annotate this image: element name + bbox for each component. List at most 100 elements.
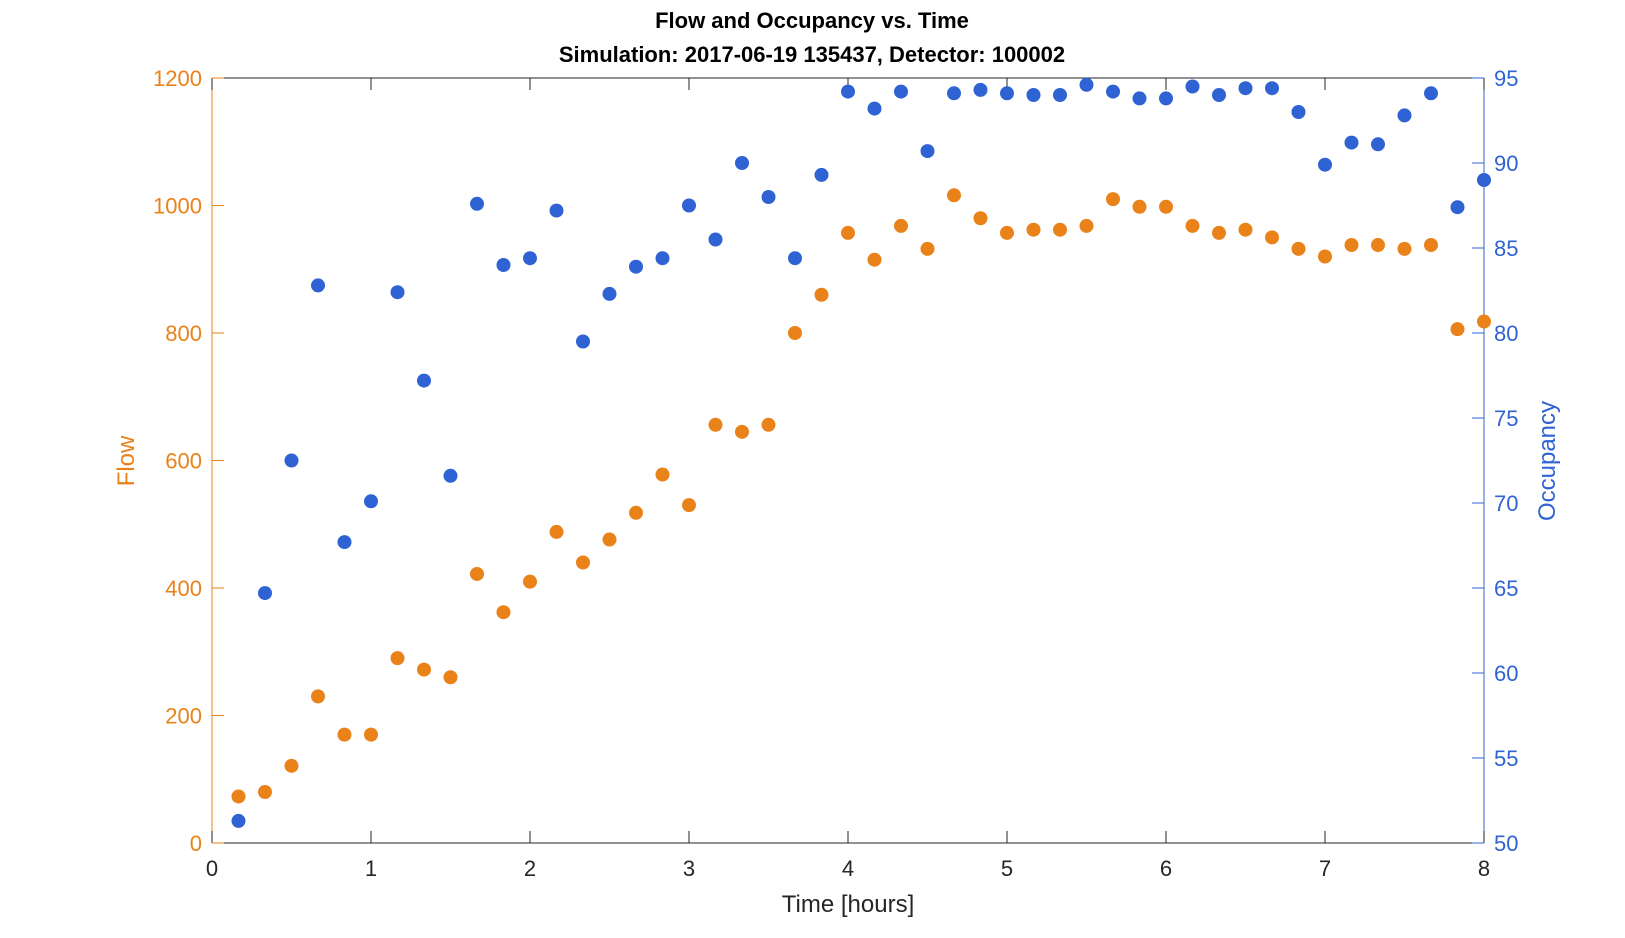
y-left-tick-label: 400 (165, 576, 202, 601)
y-left-tick-label: 200 (165, 704, 202, 729)
flow-point (1291, 241, 1306, 256)
occupancy-point (629, 259, 644, 274)
flow-point (602, 532, 617, 547)
occupancy-point (311, 278, 326, 293)
occupancy-point (1159, 91, 1173, 106)
y-axis-left: 0 200 400 600 800 1000 1200 (153, 66, 224, 856)
occupancy-point (337, 535, 352, 550)
x-tick-label: 6 (1160, 856, 1172, 881)
flow-point (973, 211, 988, 226)
flow-point (629, 505, 644, 520)
flow-point (284, 758, 299, 773)
series-occupancy (231, 77, 1491, 828)
occupancy-point (496, 258, 511, 272)
occupancy-point (1370, 137, 1385, 152)
occupancy-point (1052, 88, 1067, 102)
y-right-tick-label: 85 (1494, 236, 1518, 261)
flow-point (1344, 238, 1359, 253)
flow-point (1079, 218, 1094, 233)
flow-point (947, 188, 962, 203)
y-right-tick-label: 65 (1494, 576, 1518, 601)
flow-point (1052, 222, 1067, 237)
y-left-tick-label: 600 (165, 449, 202, 474)
y-axis-right: 50 55 60 65 70 75 80 85 90 95 (1472, 66, 1518, 856)
flow-point (1424, 238, 1439, 253)
occupancy-point (575, 334, 590, 349)
occupancy-point (947, 86, 962, 101)
flow-point (1370, 238, 1385, 253)
occupancy-point (1106, 84, 1121, 99)
chart-title: Flow and Occupancy vs. Time (655, 8, 969, 33)
occupancy-point (284, 453, 299, 468)
flow-point (814, 287, 829, 302)
occupancy-point (1211, 88, 1226, 102)
occupancy-point (1424, 86, 1439, 101)
occupancy-point (1265, 81, 1280, 96)
y-right-tick-label: 70 (1494, 491, 1518, 516)
y-right-tick-label: 60 (1494, 661, 1518, 686)
flow-point (1397, 241, 1412, 256)
occupancy-point (443, 468, 458, 483)
occupancy-point (1318, 157, 1332, 172)
occupancy-point (257, 586, 272, 601)
x-tick-label: 0 (206, 856, 218, 881)
flow-point (1106, 192, 1121, 207)
flow-point (1159, 199, 1173, 214)
flow-point (575, 555, 590, 570)
flow-point (390, 651, 405, 666)
y-right-tick-label: 50 (1494, 831, 1518, 856)
y-right-tick-label: 95 (1494, 66, 1518, 91)
flow-point (867, 252, 882, 267)
occupancy-point (549, 203, 564, 218)
flow-point (708, 417, 723, 432)
occupancy-point (364, 494, 378, 509)
y-right-tick-label: 75 (1494, 406, 1518, 431)
flow-point (496, 605, 511, 620)
flow-point (1477, 314, 1491, 329)
occupancy-point (1238, 81, 1253, 96)
flow-point (416, 662, 431, 677)
occupancy-point (1185, 79, 1200, 94)
x-tick-label: 8 (1478, 856, 1490, 881)
y-left-tick-label: 0 (190, 831, 202, 856)
occupancy-point (470, 196, 485, 211)
y-left-tick-label: 800 (165, 321, 202, 346)
flow-point (364, 727, 378, 742)
occupancy-point (1079, 77, 1094, 92)
flow-point (734, 424, 749, 439)
occupancy-point (761, 190, 776, 204)
y-right-tick-label: 90 (1494, 151, 1518, 176)
occupancy-point (734, 156, 749, 170)
occupancy-point (1000, 86, 1014, 101)
x-tick-label: 7 (1319, 856, 1331, 881)
occupancy-point (416, 373, 431, 388)
x-tick-label: 3 (683, 856, 695, 881)
occupancy-point (390, 285, 405, 300)
flow-point (1132, 199, 1147, 214)
occupancy-point (655, 251, 670, 266)
x-axis: 0 1 2 3 4 5 6 7 8 (206, 78, 1490, 881)
flow-point (655, 467, 670, 482)
flow-point (788, 326, 803, 340)
x-tick-label: 5 (1001, 856, 1013, 881)
flow-point (841, 225, 855, 240)
flow-point (1185, 218, 1200, 233)
y-axis-left-label: Flow (113, 435, 140, 486)
occupancy-point (1450, 200, 1465, 215)
occupancy-point (708, 232, 723, 247)
plot-area (211, 77, 1485, 844)
flow-point (1026, 222, 1041, 237)
flow-point (1000, 225, 1014, 240)
y-right-tick-label: 55 (1494, 746, 1518, 771)
occupancy-point (893, 84, 908, 99)
flow-point (1318, 249, 1332, 264)
occupancy-point (602, 286, 617, 301)
flow-point (470, 566, 485, 581)
occupancy-point (1397, 108, 1412, 123)
y-right-tick-label: 80 (1494, 321, 1518, 346)
flow-point (920, 241, 935, 256)
flow-point (443, 670, 458, 685)
occupancy-point (867, 101, 882, 116)
series-flow (231, 188, 1491, 804)
